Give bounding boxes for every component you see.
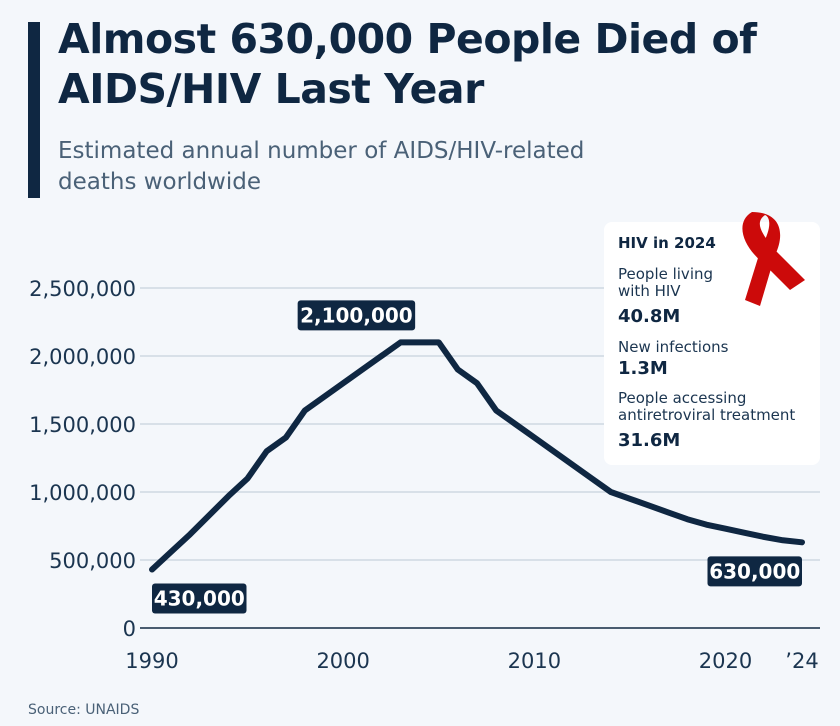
y-tick-label: 2,000,000 — [29, 345, 136, 369]
y-tick-label: 500,000 — [49, 549, 136, 573]
data-label-box — [152, 583, 247, 614]
info-box: HIV in 2024 People living with HIV 40.8M… — [604, 222, 820, 465]
y-tick-label: 2,500,000 — [29, 277, 136, 301]
source-note: Source: UNAIDS — [28, 702, 140, 718]
x-tick-label: 1990 — [125, 649, 178, 673]
info-label-treatment: People accessing antiretroviral treatmen… — [618, 389, 796, 424]
data-label: 2,100,000 — [300, 303, 413, 327]
info-value-infections: 1.3M — [618, 358, 668, 379]
y-tick-label: 0 — [123, 617, 136, 641]
x-tick-label: 2010 — [508, 649, 561, 673]
data-label-box — [707, 556, 802, 587]
y-tick-label: 1,000,000 — [29, 481, 136, 505]
chart-title: Almost 630,000 People Died of AIDS/HIV L… — [58, 15, 757, 113]
accent-bar — [28, 22, 40, 198]
info-value-living: 40.8M — [618, 306, 681, 327]
x-tick-label: 2020 — [699, 649, 752, 673]
data-line — [149, 339, 805, 573]
chart-subtitle: Estimated annual number of AIDS/HIV-rela… — [58, 138, 585, 195]
y-tick-label: 1,500,000 — [29, 413, 136, 437]
info-heading: HIV in 2024 — [618, 234, 716, 252]
x-tick-label: 2000 — [316, 649, 369, 673]
info-label-infections: New infections — [618, 338, 729, 356]
info-label-living: People living with HIV — [618, 265, 714, 300]
x-tick-label: ’24 — [785, 649, 818, 673]
data-label: 630,000 — [709, 559, 800, 583]
info-value-treatment: 31.6M — [618, 430, 681, 451]
data-label: 430,000 — [154, 587, 245, 611]
data-label-box — [297, 300, 416, 331]
